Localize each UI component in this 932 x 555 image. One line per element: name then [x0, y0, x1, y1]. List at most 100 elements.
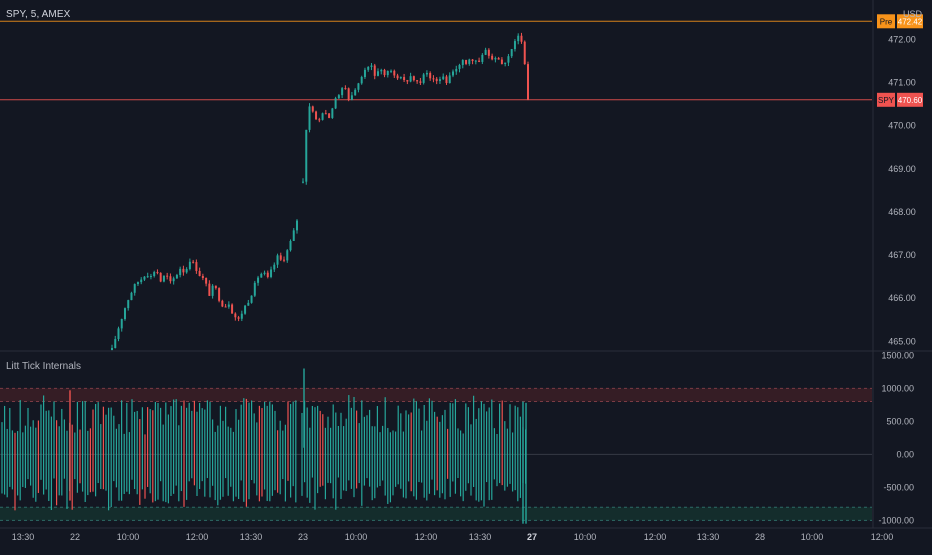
candle[interactable] — [432, 75, 435, 83]
candle[interactable] — [321, 112, 324, 121]
candle[interactable] — [318, 117, 321, 123]
candle[interactable] — [438, 76, 441, 84]
candle[interactable] — [195, 259, 198, 274]
candle[interactable] — [425, 70, 428, 77]
candle[interactable] — [510, 48, 513, 59]
candle[interactable] — [140, 277, 143, 285]
candle[interactable] — [263, 270, 266, 276]
tick-bars[interactable] — [1, 368, 527, 524]
candle[interactable] — [127, 299, 130, 311]
candle[interactable] — [517, 33, 520, 45]
candle[interactable] — [289, 239, 292, 252]
candle[interactable] — [273, 262, 276, 273]
candle[interactable] — [182, 265, 185, 276]
candle[interactable] — [172, 276, 175, 285]
candle[interactable] — [331, 107, 334, 119]
candle[interactable] — [305, 129, 308, 185]
candle[interactable] — [136, 281, 139, 286]
candle[interactable] — [234, 312, 237, 321]
candle[interactable] — [208, 280, 211, 297]
candle[interactable] — [201, 273, 204, 281]
candle[interactable] — [175, 273, 178, 279]
candle[interactable] — [403, 73, 406, 83]
candle[interactable] — [179, 266, 182, 278]
candle[interactable] — [218, 287, 221, 303]
candle[interactable] — [513, 39, 516, 52]
candle[interactable] — [169, 273, 172, 284]
candle[interactable] — [185, 267, 188, 274]
candle[interactable] — [153, 270, 156, 278]
candle[interactable] — [188, 258, 191, 271]
candle[interactable] — [383, 68, 386, 78]
candle[interactable] — [465, 59, 468, 66]
candle[interactable] — [279, 252, 282, 262]
candle[interactable] — [149, 273, 152, 280]
candle[interactable] — [237, 315, 240, 322]
candle[interactable] — [231, 303, 234, 314]
candle[interactable] — [253, 280, 256, 298]
candle[interactable] — [390, 69, 393, 74]
candle[interactable] — [491, 53, 494, 61]
candle[interactable] — [198, 267, 201, 277]
candle[interactable] — [111, 344, 113, 351]
candle[interactable] — [350, 91, 353, 101]
candle[interactable] — [192, 259, 195, 264]
candle[interactable] — [422, 72, 425, 85]
candle[interactable] — [412, 75, 415, 82]
candle[interactable] — [133, 283, 136, 296]
candle[interactable] — [507, 53, 510, 67]
candle[interactable] — [286, 249, 289, 263]
candle[interactable] — [344, 85, 347, 90]
candle[interactable] — [500, 57, 503, 65]
symbol-title[interactable]: SPY, 5, AMEX — [6, 9, 71, 20]
candle[interactable] — [244, 304, 247, 315]
candle[interactable] — [487, 48, 490, 59]
candle[interactable] — [146, 272, 149, 278]
candle[interactable] — [429, 71, 432, 81]
candle[interactable] — [471, 59, 474, 65]
candle[interactable] — [324, 109, 327, 115]
candle[interactable] — [367, 66, 370, 72]
candle[interactable] — [478, 57, 481, 63]
candle[interactable] — [468, 58, 471, 66]
candle[interactable] — [357, 82, 360, 93]
candle[interactable] — [419, 77, 422, 86]
candle[interactable] — [452, 69, 454, 78]
candle[interactable] — [123, 307, 126, 321]
candle[interactable] — [396, 73, 399, 80]
candle[interactable] — [523, 40, 526, 65]
candle[interactable] — [205, 277, 208, 287]
price-candles[interactable] — [111, 32, 529, 351]
candle[interactable] — [130, 291, 133, 301]
candle[interactable] — [484, 47, 487, 56]
candle[interactable] — [114, 335, 117, 349]
candle[interactable] — [354, 88, 357, 96]
candle[interactable] — [474, 59, 477, 65]
candle[interactable] — [435, 77, 438, 85]
candle[interactable] — [458, 63, 461, 73]
candle[interactable] — [393, 69, 396, 78]
candle[interactable] — [416, 79, 419, 84]
candle[interactable] — [283, 256, 286, 263]
candle[interactable] — [406, 79, 409, 85]
candle[interactable] — [377, 68, 379, 77]
candle[interactable] — [494, 56, 497, 63]
candle[interactable] — [448, 72, 451, 84]
candle[interactable] — [260, 272, 263, 278]
candle[interactable] — [270, 266, 273, 279]
candle[interactable] — [250, 295, 253, 304]
candle[interactable] — [363, 67, 366, 79]
candle[interactable] — [360, 75, 363, 85]
candle[interactable] — [292, 228, 295, 241]
candle[interactable] — [442, 73, 445, 81]
candle[interactable] — [399, 76, 402, 80]
candle[interactable] — [266, 270, 269, 279]
candle[interactable] — [311, 105, 314, 113]
candle[interactable] — [166, 272, 169, 280]
candle[interactable] — [211, 284, 214, 299]
candle[interactable] — [409, 72, 412, 83]
candle[interactable] — [380, 68, 383, 75]
candle[interactable] — [247, 299, 250, 306]
candle[interactable] — [520, 32, 523, 44]
